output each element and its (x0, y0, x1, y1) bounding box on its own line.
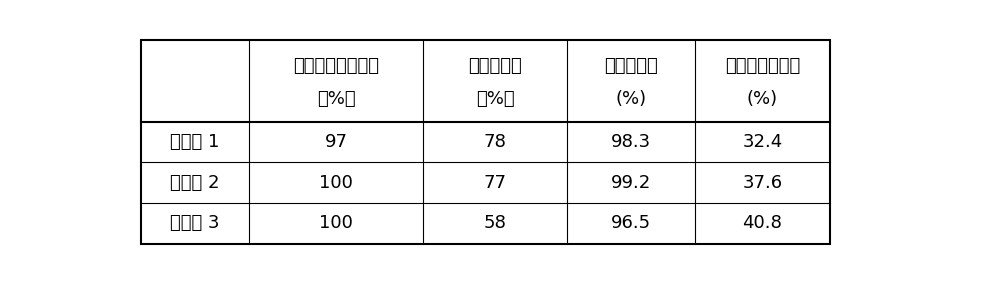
Text: （%）: （%） (476, 90, 514, 108)
Text: 32.4: 32.4 (742, 133, 783, 151)
Text: 草酰胺收率: 草酰胺收率 (604, 57, 658, 75)
Text: 实施例 1: 实施例 1 (170, 133, 219, 151)
Text: 97: 97 (325, 133, 348, 151)
Text: 碳酸二甲酯收率: 碳酸二甲酯收率 (725, 57, 800, 75)
Text: (%): (%) (747, 90, 778, 108)
Text: 37.6: 37.6 (742, 174, 783, 192)
Text: (%): (%) (615, 90, 646, 108)
Text: （%）: （%） (317, 90, 356, 108)
Text: 98.3: 98.3 (611, 133, 651, 151)
Text: 78: 78 (484, 133, 507, 151)
Text: 100: 100 (319, 214, 353, 232)
Text: 40.8: 40.8 (743, 214, 782, 232)
Text: 77: 77 (484, 174, 507, 192)
Text: 尿素转化率: 尿素转化率 (468, 57, 522, 75)
Text: 草酸二甲酯转化率: 草酸二甲酯转化率 (293, 57, 379, 75)
Text: 实施例 3: 实施例 3 (170, 214, 220, 232)
Text: 96.5: 96.5 (611, 214, 651, 232)
Text: 实施例 2: 实施例 2 (170, 174, 220, 192)
Text: 99.2: 99.2 (611, 174, 651, 192)
Text: 58: 58 (484, 214, 507, 232)
Text: 100: 100 (319, 174, 353, 192)
Bar (140, 40, 830, 244)
